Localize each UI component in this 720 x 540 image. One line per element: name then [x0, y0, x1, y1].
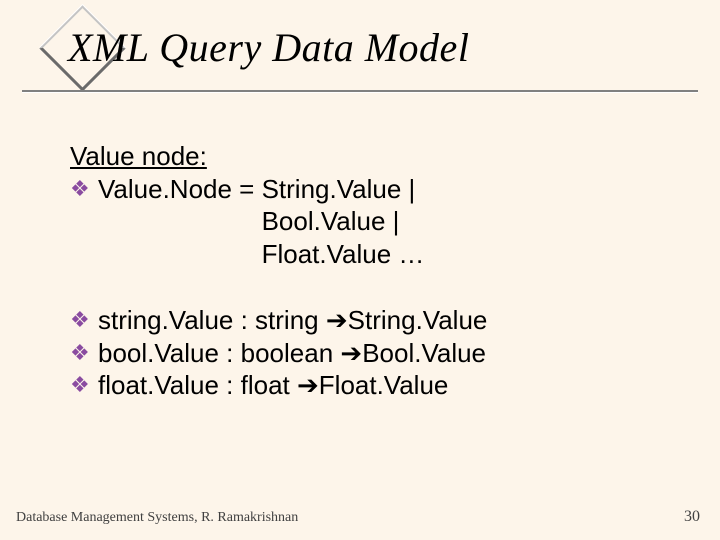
bullet-group-constructors: ❖ string.Value : string ➔String.Value ❖ …	[70, 304, 680, 402]
bullet-text: float.Value : float ➔Float.Value	[98, 369, 680, 402]
rhs: Bool.Value	[362, 338, 486, 368]
line-3: Value.Node = Float.Value …	[98, 238, 680, 271]
lhs: bool.Value	[98, 338, 219, 368]
slide: XML Query Data Model Value node: ❖ Value…	[0, 0, 720, 540]
bullet-icon: ❖	[70, 369, 98, 401]
section-heading: Value node:	[70, 140, 680, 173]
arrow-icon: ➔	[297, 370, 319, 400]
bullet-icon: ❖	[70, 173, 98, 205]
bullet-item-valuenode: ❖ Value.Node = String.Value | Value.Node…	[70, 173, 680, 271]
page-number: 30	[684, 508, 700, 526]
lhs: string.Value	[98, 305, 233, 335]
arrow-icon: ➔	[340, 338, 362, 368]
arrow-icon: ➔	[326, 305, 348, 335]
bullet-text: Value.Node = String.Value | Value.Node =…	[98, 173, 680, 271]
line-2-text: Bool.Value |	[262, 206, 400, 236]
bullet-item-stringvalue: ❖ string.Value : string ➔String.Value	[70, 304, 680, 337]
bullet-text: string.Value : string ➔String.Value	[98, 304, 680, 337]
rhs: Float.Value	[319, 370, 449, 400]
slide-body: Value node: ❖ Value.Node = String.Value …	[70, 140, 680, 402]
bullet-item-boolvalue: ❖ bool.Value : boolean ➔Bool.Value	[70, 337, 680, 370]
mid: string	[255, 305, 326, 335]
bullet-item-floatvalue: ❖ float.Value : float ➔Float.Value	[70, 369, 680, 402]
line-2: Value.Node = Bool.Value |	[98, 205, 680, 238]
rhs: String.Value	[348, 305, 488, 335]
bullet-text: bool.Value : boolean ➔Bool.Value	[98, 337, 680, 370]
sep: :	[219, 370, 241, 400]
line-1: Value.Node = String.Value |	[98, 174, 415, 204]
bullet-icon: ❖	[70, 304, 98, 336]
sep: :	[233, 305, 255, 335]
sep: :	[219, 338, 241, 368]
bullet-icon: ❖	[70, 337, 98, 369]
mid: float	[241, 370, 297, 400]
mid: boolean	[241, 338, 341, 368]
line-3-text: Float.Value …	[262, 239, 425, 269]
title-divider	[22, 90, 698, 93]
slide-title: XML Query Data Model	[68, 24, 469, 71]
lhs: float.Value	[98, 370, 219, 400]
footer-text: Database Management Systems, R. Ramakris…	[16, 510, 298, 526]
